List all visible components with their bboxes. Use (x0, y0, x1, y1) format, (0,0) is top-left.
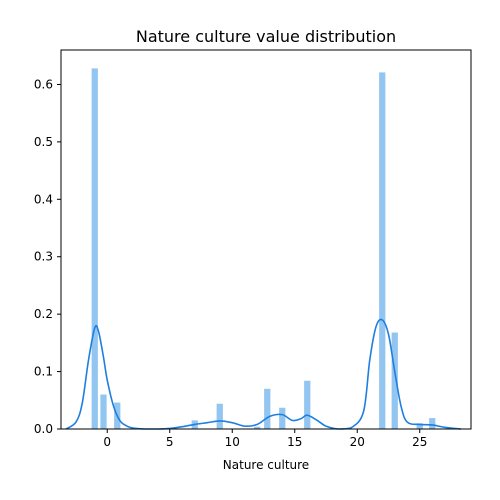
histogram-bar (429, 418, 436, 429)
histogram-bar (391, 332, 398, 429)
axes (60, 49, 472, 430)
histogram-bar (279, 407, 286, 429)
x-tick-label: 15 (287, 435, 302, 449)
plot-frame (60, 49, 472, 430)
y-tick-label: 0.0 (34, 422, 53, 436)
y-tick-label: 0.5 (34, 135, 53, 149)
histogram-bar (91, 68, 98, 429)
chart-title: Nature culture value distribution (136, 27, 396, 46)
y-tick-label: 0.2 (34, 307, 53, 321)
x-tick-label: 5 (166, 435, 174, 449)
histogram-bar (216, 403, 223, 429)
x-axis-label: Nature culture (223, 458, 309, 472)
kde-curve (65, 318, 462, 430)
x-tick-label: 20 (350, 435, 365, 449)
kde-curve-layer (65, 318, 462, 430)
histogram-bar (254, 426, 261, 429)
histogram-bar (304, 380, 311, 429)
y-ticks: 0.0 0.1 0.2 0.3 0.4 0.5 0.6 (34, 77, 61, 436)
x-tick-label: 10 (225, 435, 240, 449)
histogram-bar (264, 388, 271, 429)
x-tick-label: 0 (103, 435, 111, 449)
histogram-bars (91, 68, 436, 430)
histogram-bar (100, 394, 107, 429)
y-tick-label: 0.6 (34, 77, 53, 91)
histogram-bar (416, 423, 423, 429)
histogram-bar (379, 72, 386, 430)
y-tick-label: 0.1 (34, 365, 53, 379)
y-tick-label: 0.3 (34, 250, 53, 264)
y-tick-label: 0.4 (34, 192, 53, 206)
x-tick-label: 25 (412, 435, 427, 449)
x-ticks: 0 5 10 15 20 25 (103, 429, 427, 449)
